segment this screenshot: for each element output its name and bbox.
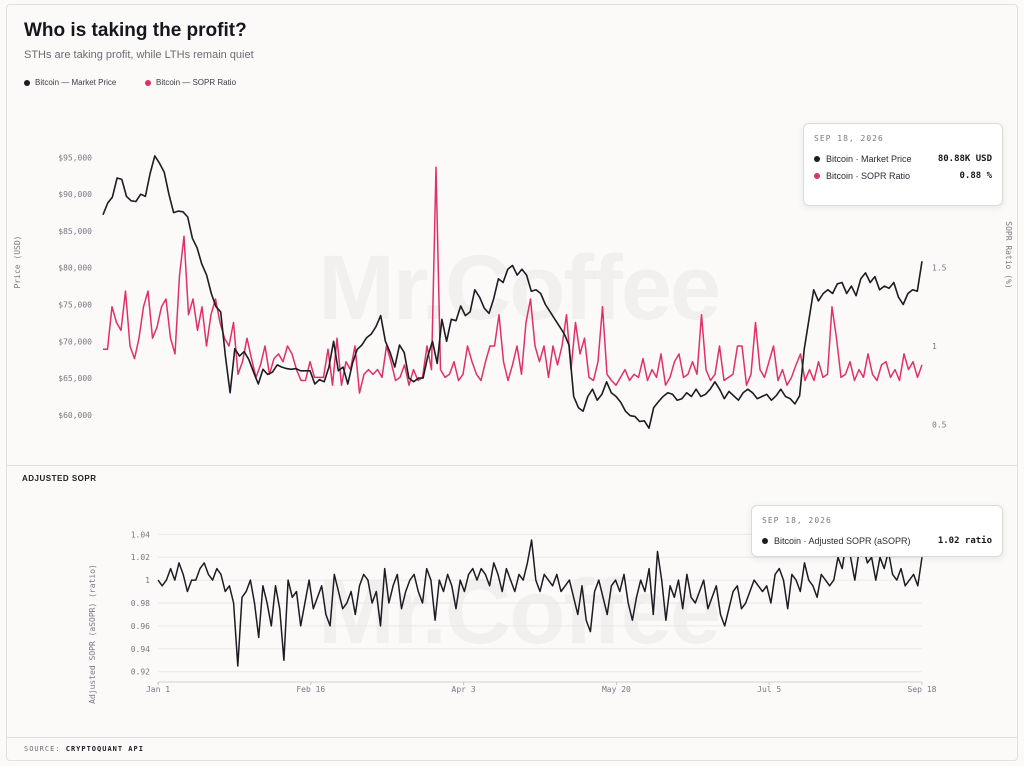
x-tick-label-3: May 20 bbox=[602, 685, 631, 694]
legend-label-sopr: Bitcoin — SOPR Ratio bbox=[156, 78, 237, 87]
tooltip-value-price: 80.88K USD bbox=[937, 154, 992, 164]
y-axis-label-left: Price (USD) bbox=[13, 236, 22, 289]
tooltip-label-price: Bitcoin · Market Price bbox=[826, 154, 912, 164]
y-tick-label-left-6: $90,000 bbox=[58, 190, 92, 199]
tooltip-dot-asopr bbox=[762, 538, 768, 544]
legend-item-sopr[interactable]: Bitcoin — SOPR Ratio bbox=[145, 78, 236, 87]
x-tick-label-4: Jul 5 bbox=[757, 685, 781, 694]
source-line: SOURCE: CRYPTOQUANT API bbox=[24, 745, 144, 753]
legend-dot-price bbox=[24, 79, 30, 86]
y-tick-label-left-5: $85,000 bbox=[58, 227, 92, 236]
y-axis-label-asopr: Adjusted SOPR (aSOPR) (ratio) bbox=[88, 564, 97, 704]
y-tick-label-asopr-6: 1.04 bbox=[131, 530, 150, 539]
tooltip-bottom: SEP 18, 2026 Bitcoin · Adjusted SOPR (aS… bbox=[751, 505, 1003, 557]
page-subtitle: STHs are taking profit, while LTHs remai… bbox=[24, 49, 254, 61]
y-tick-label-left-7: $95,000 bbox=[58, 153, 92, 162]
tooltip-bottom-row-asopr: Bitcoin · Adjusted SOPR (aSOPR) 1.02 rat… bbox=[762, 536, 992, 546]
y-tick-label-asopr-3: 0.98 bbox=[131, 599, 150, 608]
y-tick-label-left-4: $80,000 bbox=[58, 264, 92, 273]
legend-item-price[interactable]: Bitcoin — Market Price bbox=[24, 78, 116, 87]
legend-label-price: Bitcoin — Market Price bbox=[35, 78, 117, 87]
asopr-chart[interactable]: 0.92 0.94 0.96 0.98 1 1.02 1.04 Jan 1 Feb 16 Apr … bbox=[0, 480, 1024, 740]
y-tick-label-right-2: 1.5 bbox=[932, 264, 947, 273]
y-tick-label-right-0: 0.5 bbox=[932, 420, 947, 429]
x-tick-label-0: Jan 1 bbox=[146, 685, 170, 694]
tooltip-top-row-sopr: Bitcoin · SOPR Ratio 0.88 % bbox=[814, 171, 992, 181]
series-line-sopr bbox=[103, 166, 923, 394]
y-tick-label-left-3: $75,000 bbox=[58, 301, 92, 310]
legend-dot-sopr bbox=[145, 79, 151, 86]
tooltip-value-asopr: 1.02 ratio bbox=[937, 536, 992, 546]
tooltip-value-sopr: 0.88 % bbox=[959, 171, 992, 181]
y-tick-label-right-1: 1 bbox=[932, 342, 937, 351]
x-tick-label-2: Apr 3 bbox=[452, 685, 476, 694]
tooltip-dot-price bbox=[814, 156, 820, 162]
tooltip-dot-sopr bbox=[814, 173, 820, 179]
y-tick-label-asopr-2: 0.96 bbox=[131, 622, 150, 631]
tooltip-top-date: SEP 18, 2026 bbox=[814, 134, 884, 143]
tooltip-label-asopr: Bitcoin · Adjusted SOPR (aSOPR) bbox=[774, 536, 911, 546]
price-sopr-chart[interactable]: $60,000 $65,000 $70,000 $75,000 $80,000 $85,0… bbox=[0, 0, 1024, 470]
page-title: Who is taking the profit? bbox=[24, 20, 247, 41]
source-label: SOURCE: bbox=[24, 745, 61, 753]
tooltip-top: SEP 18, 2026 Bitcoin · Market Price 80.8… bbox=[803, 123, 1003, 206]
x-tick-label-5: Sep 18 bbox=[908, 685, 937, 694]
series-line-price bbox=[102, 155, 923, 430]
source-name: CRYPTOQUANT API bbox=[65, 745, 144, 753]
series-line-asopr bbox=[157, 539, 923, 667]
y-tick-label-asopr-1: 0.94 bbox=[131, 645, 150, 654]
y-tick-label-asopr-4: 1 bbox=[145, 576, 150, 585]
y-tick-label-asopr-0: 0.92 bbox=[131, 668, 150, 677]
y-tick-label-left-1: $65,000 bbox=[58, 374, 92, 383]
tooltip-label-sopr: Bitcoin · SOPR Ratio bbox=[826, 171, 911, 181]
y-tick-label-left-2: $70,000 bbox=[58, 337, 92, 346]
y-tick-label-asopr-5: 1.02 bbox=[131, 553, 150, 562]
tooltip-bottom-date: SEP 18, 2026 bbox=[762, 516, 832, 525]
section-divider bbox=[6, 465, 1018, 466]
y-tick-label-left-0: $60,000 bbox=[58, 411, 92, 420]
y-axis-label-right: SOPR Ratio (%) bbox=[1004, 221, 1013, 288]
x-tick-label-1: Feb 16 bbox=[296, 685, 325, 694]
section-label-asopr: ADJUSTED SOPR bbox=[22, 474, 97, 483]
tooltip-top-row-price: Bitcoin · Market Price 80.88K USD bbox=[814, 154, 992, 164]
footer-divider bbox=[6, 737, 1018, 738]
